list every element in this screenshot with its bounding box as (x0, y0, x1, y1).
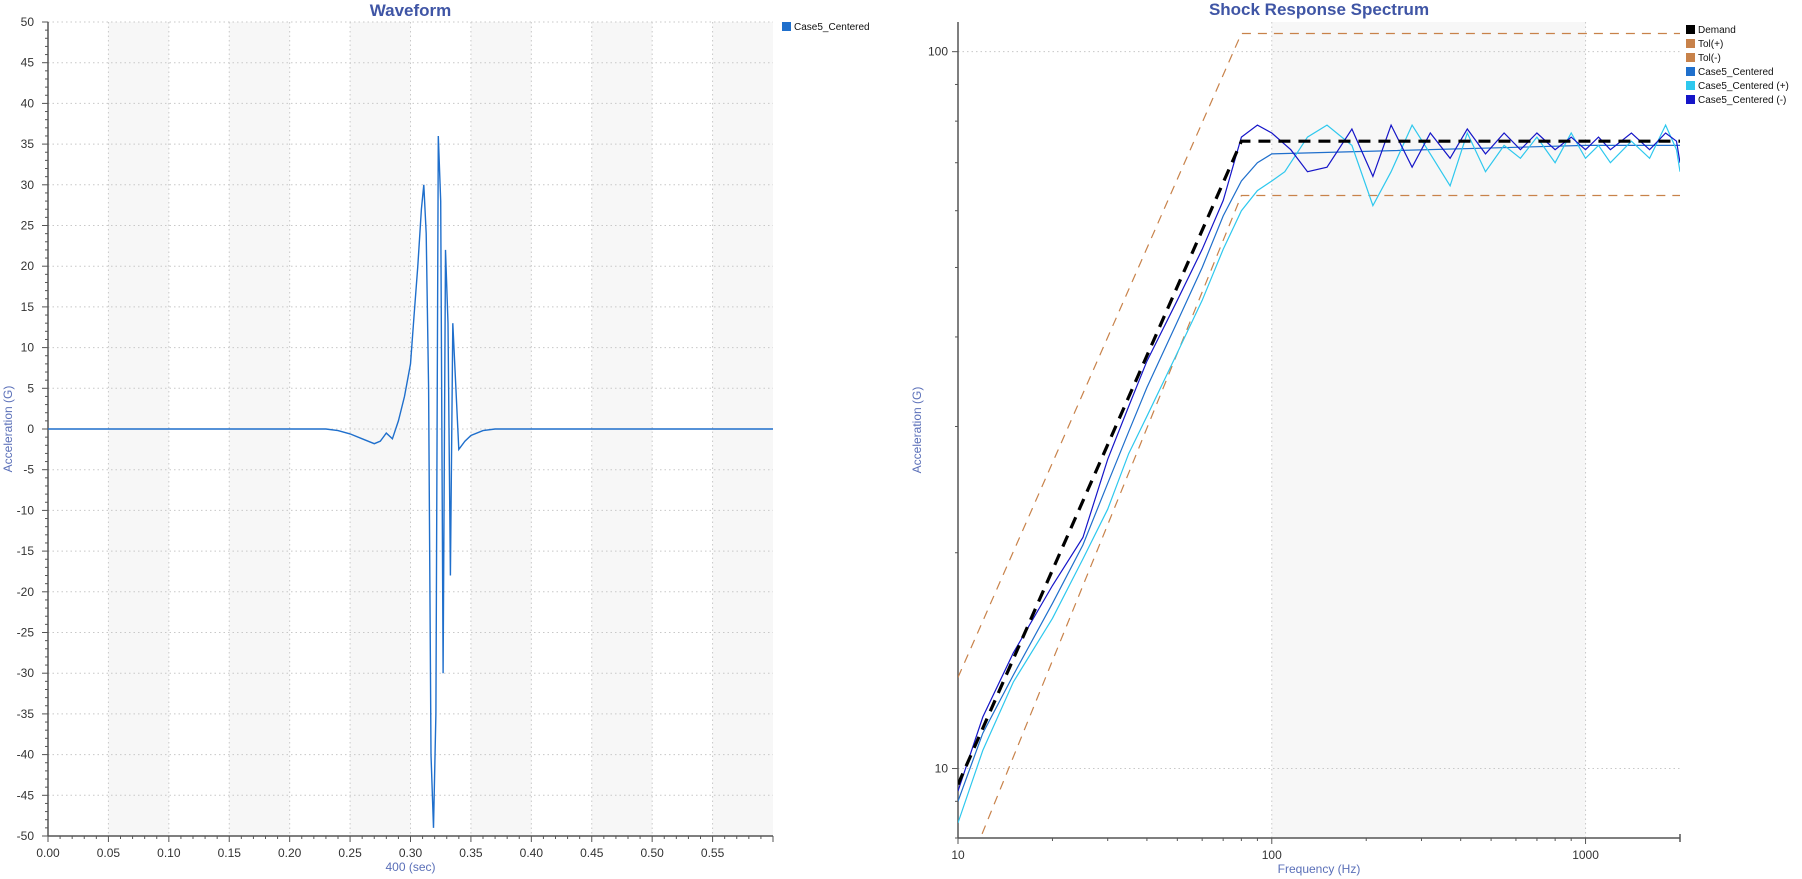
y-tick-label: -35 (17, 707, 35, 721)
x-tick-label: 10 (951, 848, 965, 862)
legend-swatch-case5-centered (1686, 95, 1695, 104)
y-tick-label: 45 (21, 56, 35, 70)
legend-label-tol: Tol(+) (1698, 39, 1723, 50)
y-tick-label: 10 (935, 762, 949, 776)
legend-swatch-case5-centered (1686, 81, 1695, 90)
x-tick-label: 100 (1262, 848, 1282, 862)
legend-label-case5-centered: Case5_Centered (794, 22, 870, 33)
y-tick-label: 50 (21, 15, 35, 29)
x-tick-label: 0.05 (97, 846, 121, 860)
x-tick-label: 1000 (1572, 848, 1599, 862)
y-tick-label: 0 (27, 422, 34, 436)
x-axis-label: Frequency (Hz) (1278, 862, 1361, 876)
x-tick-label: 0.35 (459, 846, 483, 860)
y-tick-label: -5 (23, 463, 34, 477)
x-tick-label: 0.55 (701, 846, 725, 860)
y-axis-label: Acceleration (G) (1, 386, 15, 473)
y-tick-label: -25 (17, 626, 35, 640)
y-axis-label: Acceleration (G) (910, 387, 924, 474)
legend-swatch-tol (1686, 53, 1695, 62)
series-line-case5-centered (958, 144, 1680, 802)
chart-title: Shock Response Spectrum (1209, 0, 1429, 19)
y-tick-label: -30 (17, 666, 35, 680)
x-tick-label: 0.15 (218, 846, 242, 860)
legend-label-case5-centered: Case5_Centered (-) (1698, 95, 1786, 106)
y-tick-label: -45 (17, 788, 35, 802)
series-line-tol (979, 194, 1680, 838)
series-line-case5-centered (958, 123, 1680, 792)
y-tick-label: 15 (21, 300, 35, 314)
series-line-case5-centered (958, 123, 1680, 823)
legend-label-demand: Demand (1698, 25, 1736, 36)
y-tick-label: -20 (17, 585, 35, 599)
y-tick-label: -15 (17, 544, 35, 558)
y-tick-label: 5 (27, 381, 34, 395)
x-tick-label: 0.50 (640, 846, 664, 860)
chart-title: Waveform (370, 1, 452, 20)
series-line-tol (958, 32, 1680, 678)
y-tick-label: 25 (21, 219, 35, 233)
y-tick-label: 20 (21, 259, 35, 273)
y-tick-label: 35 (21, 137, 35, 151)
y-tick-label: 30 (21, 178, 35, 192)
waveform-chart: 0.00 0.05 0.10 0.15 0.20 0.25 0.30 0.35 0.40 0.45… (1, 1, 870, 874)
legend-swatch-case5-centered (782, 22, 791, 31)
x-axis-label: 400 (sec) (385, 860, 435, 874)
y-tick-label: -40 (17, 748, 35, 762)
y-tick-label: -10 (17, 503, 35, 517)
x-tick-label: 0.20 (278, 846, 302, 860)
legend-swatch-tol (1686, 39, 1695, 48)
y-tick-label: 10 (21, 341, 35, 355)
x-tick-label: 0.00 (36, 846, 60, 860)
series-line-demand (958, 139, 1680, 786)
y-tick-label: -50 (17, 829, 35, 843)
x-tick-label: 0.30 (399, 846, 423, 860)
legend-label-tol: Tol(-) (1698, 53, 1721, 64)
legend-swatch-demand (1686, 25, 1695, 34)
legend-label-case5-centered: Case5_Centered (1698, 67, 1774, 78)
y-tick-label: 100 (928, 45, 948, 59)
y-tick-label: 40 (21, 96, 35, 110)
x-tick-label: 0.45 (580, 846, 604, 860)
legend-swatch-case5-centered (1686, 67, 1695, 76)
legend-label-case5-centered: Case5_Centered (+) (1698, 81, 1789, 92)
plot-band (1271, 22, 1586, 838)
x-tick-label: 0.25 (338, 846, 362, 860)
shock-response-spectrum-chart: 10 100 1000 100 10 Shock Response Spectrum Fre… (910, 0, 1789, 876)
x-tick-label: 0.10 (157, 846, 181, 860)
series-line-case5-centered (48, 135, 773, 828)
x-tick-label: 0.40 (520, 846, 544, 860)
